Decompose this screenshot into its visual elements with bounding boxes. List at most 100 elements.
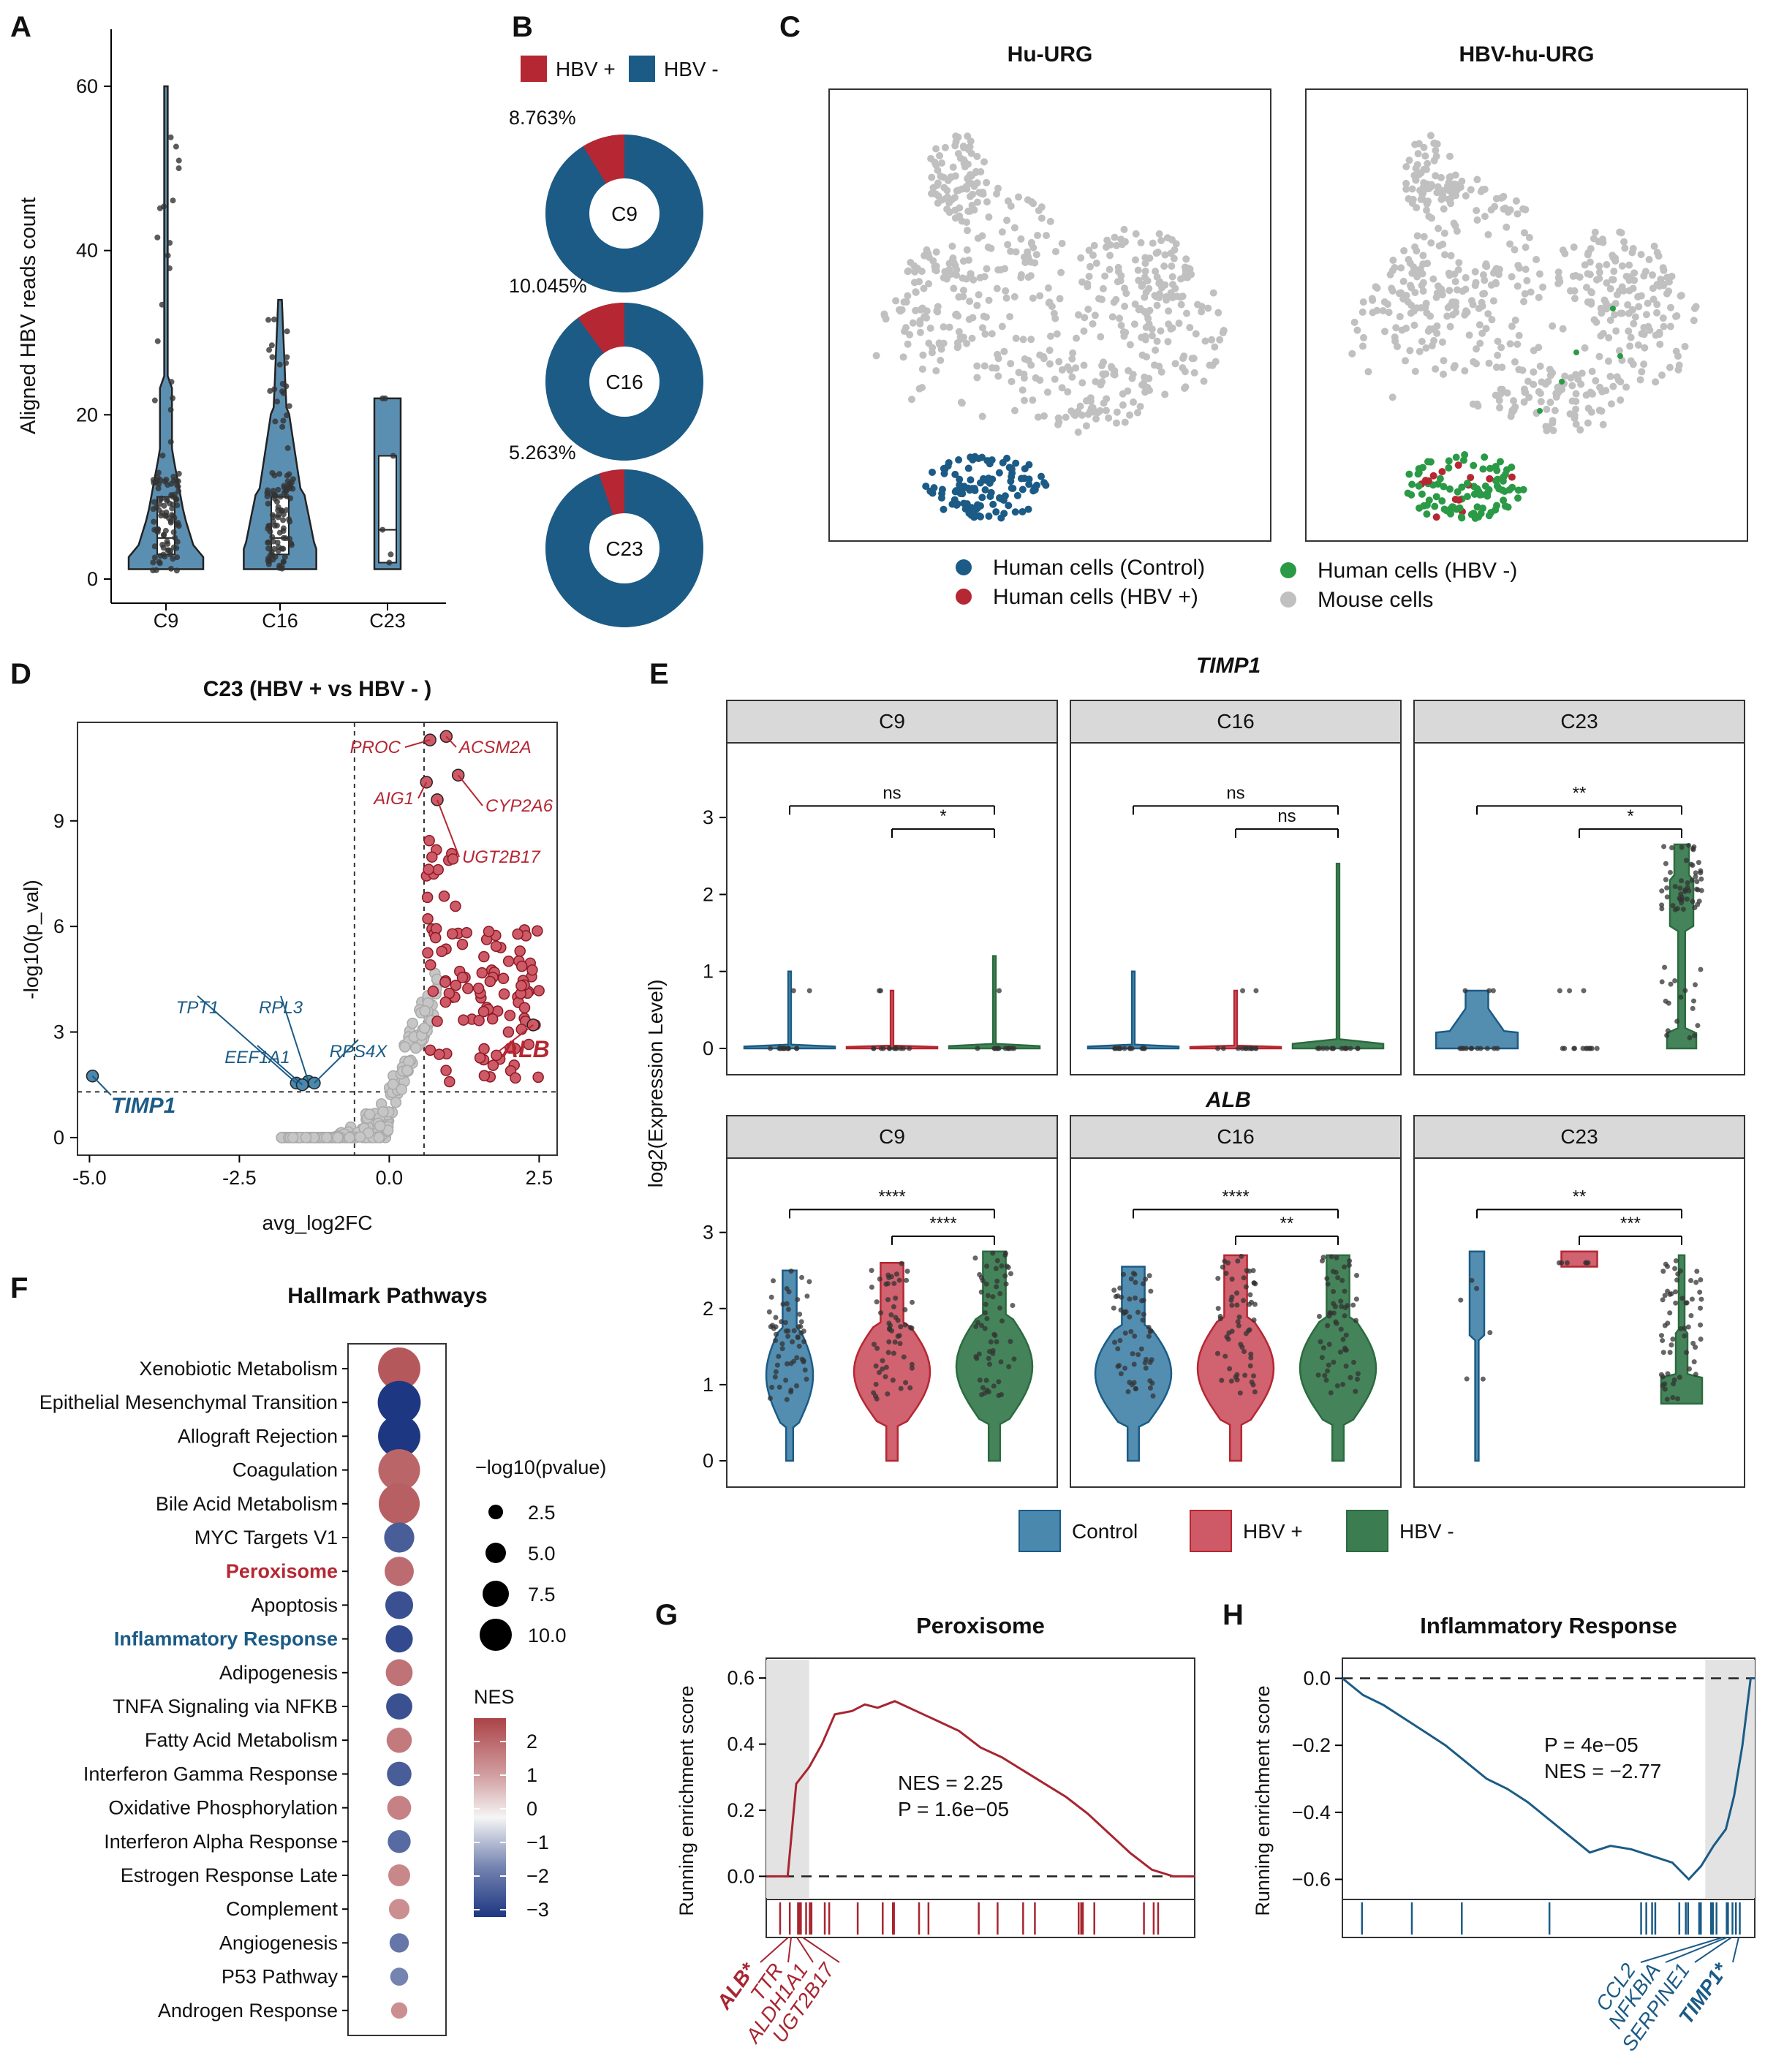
mouse-cell — [945, 208, 953, 216]
mouse-cell — [1635, 303, 1643, 311]
pathway-bubble — [388, 1830, 411, 1853]
data-point — [1249, 1046, 1255, 1051]
mouse-cell — [975, 291, 983, 299]
mouse-cell — [964, 174, 972, 182]
data-point — [1241, 1348, 1247, 1354]
mouse-cell — [978, 412, 986, 420]
mouse-cell — [1212, 358, 1220, 366]
data-point — [1251, 1373, 1257, 1379]
data-point — [1130, 1351, 1135, 1357]
gene-leader — [1665, 1937, 1728, 1963]
data-point — [170, 556, 176, 562]
data-point — [1135, 1309, 1141, 1315]
data-point — [869, 1268, 874, 1274]
gene-leader — [197, 995, 297, 1084]
mouse-cell — [1095, 295, 1103, 303]
mouse-cell — [880, 311, 888, 320]
data-point — [1677, 1375, 1682, 1380]
mouse-cell — [1451, 278, 1459, 286]
sig-label: * — [1627, 806, 1633, 826]
mouse-cell — [1530, 368, 1538, 376]
data-point — [771, 1326, 776, 1331]
legend-label: HBV + — [1243, 1520, 1303, 1543]
mouse-cell — [1504, 208, 1512, 216]
data-point — [804, 1376, 809, 1382]
mouse-cell — [1152, 346, 1160, 354]
mouse-cell — [1058, 239, 1066, 247]
mouse-cell — [1450, 219, 1458, 227]
data-point — [1684, 1300, 1690, 1306]
facet-strip — [1413, 1115, 1745, 1159]
data-point — [1333, 1269, 1339, 1275]
human-cell-hbv-neg — [1479, 465, 1487, 473]
gene-leader — [404, 739, 431, 748]
mouse-cell — [1121, 284, 1129, 292]
pathway-label: TNFA Signaling via NFKB — [113, 1695, 338, 1717]
mouse-cell — [1638, 330, 1646, 338]
mouse-cell — [973, 301, 981, 309]
mouse-cell — [1131, 256, 1139, 264]
legend-label: HBV - — [1399, 1520, 1454, 1543]
mouse-cell — [1157, 236, 1165, 244]
mouse-cell — [1478, 186, 1486, 194]
mouse-cell — [973, 374, 981, 382]
pathway-bubble — [385, 1557, 414, 1587]
y-tick-label: 1 — [703, 1374, 714, 1396]
data-point — [1006, 1364, 1012, 1369]
data-point — [169, 505, 175, 512]
mouse-cell — [1066, 366, 1074, 374]
mouse-cell — [926, 324, 934, 332]
gene-point — [374, 1120, 386, 1132]
mouse-cell — [1198, 308, 1206, 316]
mouse-cell — [1455, 259, 1463, 267]
x-tick-label: 2.5 — [526, 1167, 553, 1189]
mouse-cell — [1432, 293, 1440, 301]
mouse-cell — [959, 292, 967, 300]
data-point — [1234, 1302, 1240, 1308]
mouse-cell — [1443, 312, 1451, 320]
data-point — [785, 1334, 791, 1339]
data-point — [276, 471, 283, 477]
mouse-cell — [1595, 407, 1603, 415]
mouse-cell — [1431, 139, 1439, 147]
data-point — [874, 1299, 880, 1305]
data-point — [168, 512, 175, 518]
legend-label: HBV - — [664, 58, 719, 80]
mouse-cell — [1113, 241, 1121, 249]
mouse-cell — [1530, 380, 1538, 388]
human-cell-control — [1042, 481, 1050, 489]
data-point — [154, 529, 161, 535]
mouse-cell — [1626, 342, 1634, 350]
data-point — [1128, 1328, 1134, 1334]
mouse-cell — [1644, 322, 1652, 330]
violin — [1291, 863, 1385, 1050]
mouse-cell — [1120, 332, 1128, 340]
gene-point-up — [429, 931, 442, 944]
data-point — [272, 418, 279, 425]
mouse-cell — [1134, 409, 1142, 417]
mouse-cell — [1411, 140, 1419, 148]
data-point — [796, 1343, 802, 1349]
data-point — [1670, 903, 1676, 909]
data-point — [1679, 1296, 1685, 1301]
color-legend-label: 2 — [526, 1731, 537, 1752]
mouse-cell — [1034, 413, 1042, 421]
mouse-cell — [1435, 224, 1443, 232]
gene-point-up — [440, 1065, 452, 1076]
mouse-cell — [1380, 298, 1388, 306]
mouse-cell — [1495, 396, 1503, 404]
mouse-cell — [1461, 367, 1469, 375]
data-point — [988, 1339, 994, 1345]
pathway-bubble — [385, 1659, 413, 1687]
data-point — [1011, 1356, 1017, 1362]
data-point — [173, 567, 180, 574]
data-point — [171, 491, 178, 498]
data-point — [774, 1362, 780, 1368]
mouse-cell — [1445, 287, 1454, 295]
mouse-cell — [1012, 334, 1020, 342]
data-point — [874, 1396, 880, 1402]
mouse-cell — [948, 242, 956, 250]
legend-label: Control — [1072, 1520, 1138, 1543]
data-point — [885, 1391, 891, 1397]
data-point — [1682, 1333, 1687, 1339]
